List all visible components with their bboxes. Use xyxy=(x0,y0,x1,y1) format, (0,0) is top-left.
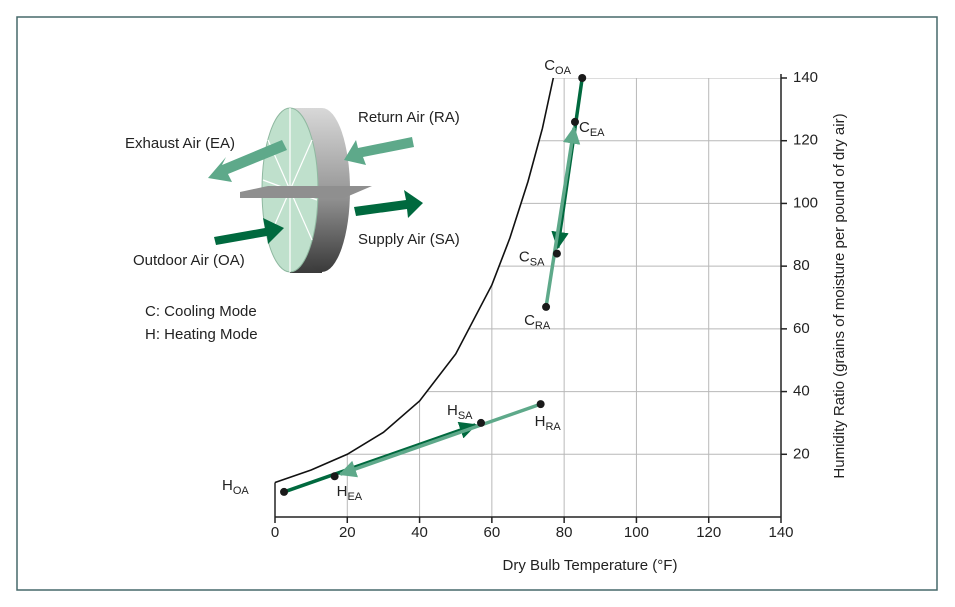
point xyxy=(578,74,587,82)
arrow xyxy=(338,402,542,478)
point xyxy=(536,400,545,409)
point-label: HOA xyxy=(222,477,249,497)
arrow xyxy=(544,126,581,308)
point-label-letter: C xyxy=(519,249,530,266)
annotation: H: Heating Mode xyxy=(145,326,258,343)
point xyxy=(330,472,339,481)
annotation: Supply Air (SA) xyxy=(358,231,460,248)
point-label: COA xyxy=(544,57,571,77)
return-arrow xyxy=(344,137,414,165)
point xyxy=(542,302,551,311)
x-tick-label: 100 xyxy=(624,524,649,541)
point-label-subscript: RA xyxy=(545,421,561,433)
supply-arrow xyxy=(354,190,423,218)
y-tick-label: 120 xyxy=(793,132,818,149)
point-label-subscript: EA xyxy=(590,127,605,139)
point-label-subscript: RA xyxy=(535,320,551,332)
x-tick-label: 0 xyxy=(271,524,279,541)
point-label-subscript: OA xyxy=(233,485,250,497)
wheel-illustration: Exhaust Air (EA) Return Air (RA) Supply … xyxy=(125,107,460,343)
x-tick-label: 20 xyxy=(339,524,356,541)
point xyxy=(570,117,579,126)
x-tick-label: 120 xyxy=(696,524,721,541)
saturation-curve xyxy=(274,77,555,484)
y-tick-label: 80 xyxy=(793,257,810,274)
y-tick-label: 60 xyxy=(793,320,810,337)
wheel-plate xyxy=(240,186,372,198)
point xyxy=(280,487,289,496)
point-label-letter: C xyxy=(524,312,535,329)
arrow xyxy=(283,421,478,494)
x-tick-label: 140 xyxy=(768,524,793,541)
point-label-letter: C xyxy=(579,119,590,136)
point-label-letter: H xyxy=(447,402,458,419)
exhaust-arrow xyxy=(208,140,287,182)
point-label-subscript: SA xyxy=(458,410,473,422)
point xyxy=(477,418,486,427)
point-label-subscript: SA xyxy=(530,257,545,269)
point-label: CSA xyxy=(519,249,545,269)
frame xyxy=(16,16,938,591)
annotation: Exhaust Air (EA) xyxy=(125,135,235,152)
point-label-letter: H xyxy=(222,477,233,494)
point-label-letter: H xyxy=(535,413,546,430)
point-label-subscript: EA xyxy=(347,491,362,503)
x-tick-label: 40 xyxy=(411,524,428,541)
y-axis-title: Humidity Ratio (grains of moisture per p… xyxy=(831,113,848,478)
x-tick-label: 60 xyxy=(484,524,501,541)
outdoor-arrow xyxy=(214,218,284,245)
point-label-letter: C xyxy=(544,57,555,74)
point-label: HSA xyxy=(447,402,473,422)
y-tick-label: 100 xyxy=(793,194,818,211)
point-label-subscript: OA xyxy=(555,65,572,77)
point-label: HEA xyxy=(337,483,363,503)
y-tick-label: 20 xyxy=(793,445,810,462)
point-label: HRA xyxy=(535,413,562,433)
annotation: C: Cooling Mode xyxy=(145,303,257,320)
point-label: CRA xyxy=(524,312,551,332)
x-axis-title: Dry Bulb Temperature (°F) xyxy=(503,557,678,574)
y-tick-label: 140 xyxy=(793,69,818,86)
annotation: Return Air (RA) xyxy=(358,109,460,126)
point-label-letter: H xyxy=(337,483,348,500)
annotation: Outdoor Air (OA) xyxy=(133,252,245,269)
x-tick-label: 80 xyxy=(556,524,573,541)
y-tick-label: 40 xyxy=(793,383,810,400)
point xyxy=(552,249,561,258)
point-label: CEA xyxy=(579,119,605,139)
